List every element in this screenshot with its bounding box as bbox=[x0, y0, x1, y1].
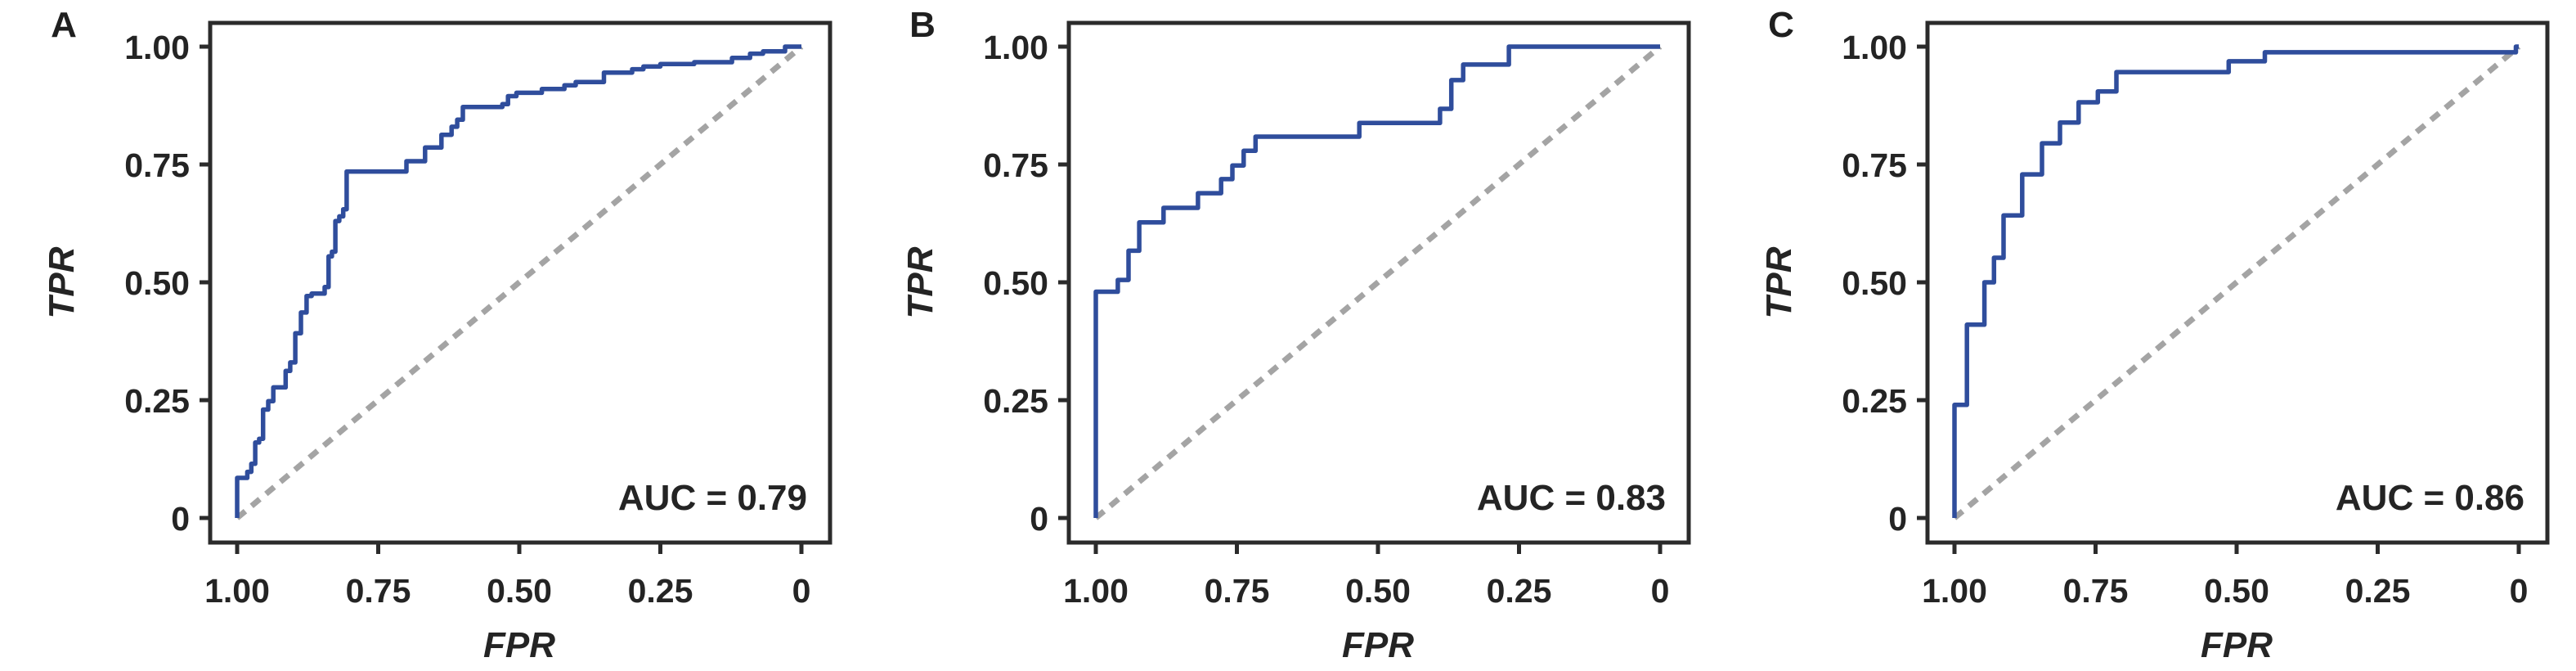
y-tick-label: 0.75 bbox=[1842, 146, 1907, 184]
y-tick-label: 1.00 bbox=[124, 29, 190, 66]
x-tick-label: 0.50 bbox=[2204, 572, 2269, 610]
auc-annotation: AUC = 0.79 bbox=[618, 478, 807, 518]
x-tick-label: 0.25 bbox=[2345, 572, 2411, 610]
auc-annotation: AUC = 0.83 bbox=[1477, 478, 1666, 518]
roc-plot-c: 1.00 0.75 0.50 0.25 0 0 0.25 0.50 0.75 1.00 FPR TPR… bbox=[1759, 5, 2550, 665]
y-tick-label: 0.25 bbox=[124, 382, 190, 420]
roc-plot-a: 1.00 0.75 0.50 0.25 0 0 0.25 0.50 0.75 1.00 FPR TPR… bbox=[42, 5, 832, 665]
roc-panel-c: 1.00 0.75 0.50 0.25 0 0 0.25 0.50 0.75 1.00 FPR TPR… bbox=[1717, 0, 2576, 671]
x-tick-label: 0.50 bbox=[1345, 572, 1411, 610]
x-tick-label: 1.00 bbox=[1922, 572, 1987, 610]
x-tick-label: 0 bbox=[792, 572, 811, 610]
y-tick-label: 0 bbox=[1030, 500, 1048, 538]
y-axis-label: TPR bbox=[42, 246, 82, 318]
roc-curve bbox=[1093, 44, 1660, 518]
y-tick-label: 0.50 bbox=[983, 264, 1048, 302]
roc-plot-b: 1.00 0.75 0.50 0.25 0 0 0.25 0.50 0.75 1.00 FPR TPR… bbox=[900, 5, 1691, 665]
y-axis-label: TPR bbox=[900, 246, 940, 318]
y-tick-label: 0.75 bbox=[124, 146, 190, 184]
x-tick-label: 0 bbox=[2510, 572, 2529, 610]
x-axis-label: FPR bbox=[483, 625, 555, 665]
chance-diagonal bbox=[1952, 44, 2521, 520]
y-tick-label: 0 bbox=[171, 500, 190, 538]
y-tick-label: 0.50 bbox=[124, 264, 190, 302]
y-tick-label: 0 bbox=[1888, 500, 1907, 538]
x-tick-label: 0 bbox=[1651, 572, 1670, 610]
y-tick-label: 1.00 bbox=[1842, 29, 1907, 66]
auc-annotation: AUC = 0.86 bbox=[2336, 478, 2524, 518]
x-axis-label: FPR bbox=[2201, 625, 2273, 665]
x-tick-label: 0.25 bbox=[628, 572, 693, 610]
x-tick-label: 1.00 bbox=[1063, 572, 1129, 610]
x-axis-label: FPR bbox=[1342, 625, 1414, 665]
x-tick-label: 0.75 bbox=[2063, 572, 2129, 610]
y-axis-label: TPR bbox=[1759, 246, 1799, 318]
x-tick-label: 0.75 bbox=[346, 572, 411, 610]
roc-panel-b: 1.00 0.75 0.50 0.25 0 0 0.25 0.50 0.75 1.00 FPR TPR… bbox=[859, 0, 1717, 671]
x-tick-label: 0.50 bbox=[487, 572, 552, 610]
chance-diagonal bbox=[235, 44, 804, 520]
panel-letter: C bbox=[1768, 5, 1794, 45]
x-tick-label: 0.25 bbox=[1487, 572, 1552, 610]
x-tick-label: 1.00 bbox=[204, 572, 270, 610]
y-tick-label: 0.50 bbox=[1842, 264, 1907, 302]
y-tick-label: 0.25 bbox=[1842, 382, 1907, 420]
panel-letter: B bbox=[909, 5, 936, 45]
panel-letter: A bbox=[51, 5, 77, 45]
y-tick-label: 0.75 bbox=[983, 146, 1048, 184]
x-tick-label: 0.75 bbox=[1205, 572, 1270, 610]
y-tick-label: 0.25 bbox=[983, 382, 1048, 420]
y-tick-label: 1.00 bbox=[983, 29, 1048, 66]
roc-curve bbox=[1952, 44, 2519, 518]
roc-panel-a: 1.00 0.75 0.50 0.25 0 0 0.25 0.50 0.75 1.00 FPR TPR… bbox=[0, 0, 859, 671]
roc-curve bbox=[235, 44, 801, 518]
chance-diagonal bbox=[1093, 44, 1663, 520]
